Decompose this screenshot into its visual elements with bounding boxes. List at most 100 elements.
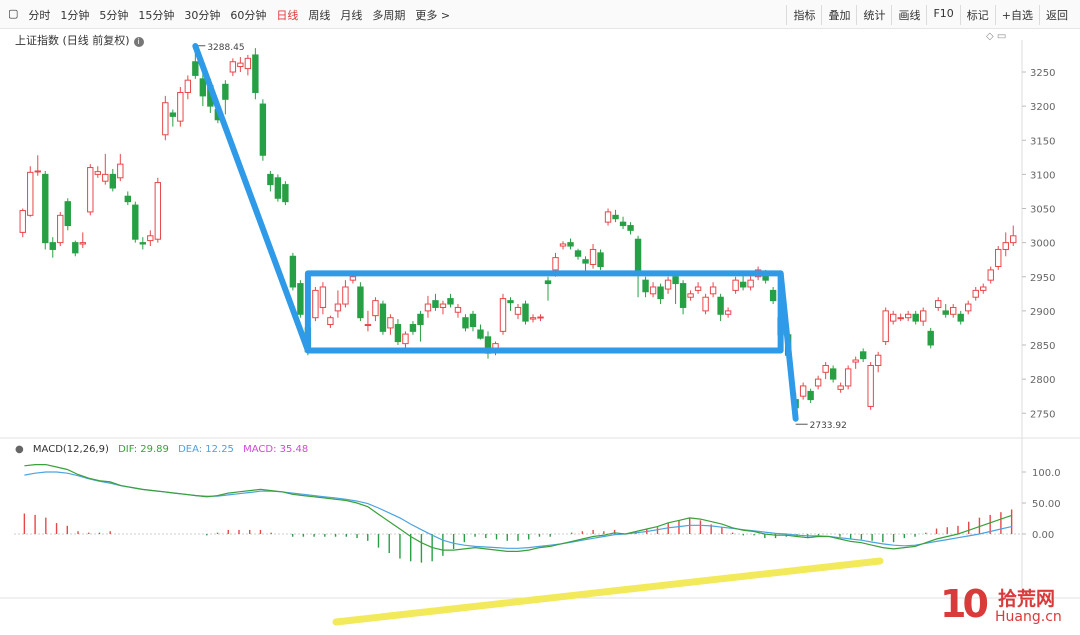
period-tab-10[interactable]: 更多 > xyxy=(415,9,451,22)
candle-body-100 xyxy=(769,289,777,302)
candle-body-80 xyxy=(619,221,627,227)
tool-button-0[interactable]: 指标 xyxy=(786,5,821,25)
diamond-icon[interactable]: ◇ xyxy=(986,31,994,42)
period-tab-6[interactable]: 日线 xyxy=(276,9,299,22)
candle-body-6 xyxy=(64,201,71,227)
candle-body-86 xyxy=(664,279,672,290)
macd-tick-label-0: 100.0 xyxy=(1032,468,1061,479)
candle-body-94 xyxy=(724,310,732,315)
candle-body-91 xyxy=(702,296,709,312)
candle-body-84 xyxy=(649,286,657,295)
panel-toggle-icon[interactable]: ▢ xyxy=(8,7,19,20)
candle-body-75 xyxy=(582,259,589,264)
candle-body-7 xyxy=(72,242,79,254)
candle-body-95 xyxy=(732,279,739,291)
price-tick-label-5: 3000 xyxy=(1030,239,1055,250)
price-tick-label-2: 3150 xyxy=(1030,136,1055,147)
candle-body-14 xyxy=(124,195,132,203)
candle-body-29 xyxy=(237,62,244,68)
price-tick-label-9: 2800 xyxy=(1030,375,1055,386)
candle-body-81 xyxy=(627,225,634,231)
candle-body-114 xyxy=(874,354,882,366)
candle-body-28 xyxy=(229,61,237,73)
info-icon[interactable]: i xyxy=(133,37,144,47)
candle-body-46 xyxy=(364,324,372,327)
candle-body-50 xyxy=(394,324,402,343)
candle-body-4 xyxy=(49,242,56,250)
candle-body-60 xyxy=(469,313,477,328)
period-tab-5[interactable]: 60分钟 xyxy=(230,9,267,22)
candle-body-58 xyxy=(454,306,462,313)
candle-body-11 xyxy=(102,173,109,182)
period-tab-8[interactable]: 月线 xyxy=(340,9,363,22)
candle-body-9 xyxy=(87,167,94,213)
candle-body-119 xyxy=(912,313,919,322)
candle-body-93 xyxy=(717,296,724,315)
candle-body-128 xyxy=(980,286,987,291)
trendline-breakdown xyxy=(777,270,799,422)
candle-body-79 xyxy=(612,214,619,220)
tool-button-5[interactable]: 标记 xyxy=(959,5,995,25)
candle-body-56 xyxy=(439,303,447,308)
price-tick-label-0: 3250 xyxy=(1030,68,1055,79)
candle-body-88 xyxy=(679,283,687,308)
candle-body-116 xyxy=(889,313,897,322)
candle-body-104 xyxy=(799,385,807,397)
tool-button-2[interactable]: 统计 xyxy=(856,5,891,25)
period-tabs: ▢ 分时 1分钟 5分钟 15分钟 30分钟 60分钟 日线 周线 月线 多周期 更多 > xyxy=(8,7,450,23)
candle-body-123 xyxy=(942,310,949,315)
chart-title-text: 上证指数 (日线 前复权) xyxy=(15,34,130,47)
period-tab-3[interactable]: 15分钟 xyxy=(138,9,175,22)
candle-body-73 xyxy=(567,242,574,247)
candle-body-34 xyxy=(274,177,282,199)
candle-body-2 xyxy=(34,170,41,173)
candle-body-76 xyxy=(589,248,597,265)
tool-buttons: 指标 叠加 统计 画线 F10 标记 +自选 返回 xyxy=(786,5,1074,25)
candle-body-27 xyxy=(222,83,229,100)
candle-body-109 xyxy=(837,385,844,390)
chart-corner-tools[interactable]: ◇ ▭ xyxy=(986,31,1006,42)
candle-body-122 xyxy=(935,300,942,308)
candle-body-129 xyxy=(987,269,994,281)
period-tab-0[interactable]: 分时 xyxy=(28,9,51,22)
candle-body-1 xyxy=(27,171,34,216)
period-tab-4[interactable]: 30分钟 xyxy=(184,9,221,22)
site-logo: 10 拾荒网 Huang.cn xyxy=(940,582,1070,630)
candle-body-55 xyxy=(432,300,439,308)
window-icon[interactable]: ▭ xyxy=(996,31,1007,42)
chart-toolbar: ▢ 分时 1分钟 5分钟 15分钟 30分钟 60分钟 日线 周线 月线 多周期 更多 > 指标 叠加统… xyxy=(0,0,1080,29)
candle-body-132 xyxy=(1010,235,1017,244)
candle-body-106 xyxy=(814,378,822,387)
candle-body-52 xyxy=(409,324,417,332)
candle-body-117 xyxy=(897,317,904,320)
tool-button-3[interactable]: 画线 xyxy=(891,5,926,25)
candle-body-12 xyxy=(109,173,116,189)
period-tab-1[interactable]: 1分钟 xyxy=(60,9,90,22)
candle-body-41 xyxy=(327,317,334,326)
candle-body-66 xyxy=(514,306,522,315)
period-tab-2[interactable]: 5分钟 xyxy=(99,9,129,22)
candle-body-110 xyxy=(844,368,852,387)
candle-body-39 xyxy=(312,289,319,319)
period-tab-7[interactable]: 周线 xyxy=(308,9,331,22)
candle-body-36 xyxy=(289,255,297,288)
candle-body-120 xyxy=(920,310,927,322)
candle-body-8 xyxy=(79,242,86,245)
tool-button-6[interactable]: +自选 xyxy=(994,5,1039,25)
tool-button-4[interactable]: F10 xyxy=(926,5,959,25)
candle-body-77 xyxy=(597,252,604,268)
candle-body-47 xyxy=(372,300,379,317)
candle-body-65 xyxy=(507,300,514,304)
macd-name: MACD(12,26,9) xyxy=(32,444,109,455)
candle-body-10 xyxy=(94,171,101,175)
consolidation-box xyxy=(304,270,784,354)
period-tab-9[interactable]: 多周期 xyxy=(372,9,406,22)
candle-body-19 xyxy=(162,102,169,136)
candle-body-71 xyxy=(552,257,559,271)
price-tick-label-8: 2850 xyxy=(1030,341,1055,352)
candle-body-130 xyxy=(995,248,1002,268)
price-tick-label-1: 3200 xyxy=(1030,102,1055,113)
tool-button-1[interactable]: 叠加 xyxy=(821,5,856,25)
tool-button-7[interactable]: 返回 xyxy=(1039,5,1074,25)
candle-body-108 xyxy=(829,368,837,380)
